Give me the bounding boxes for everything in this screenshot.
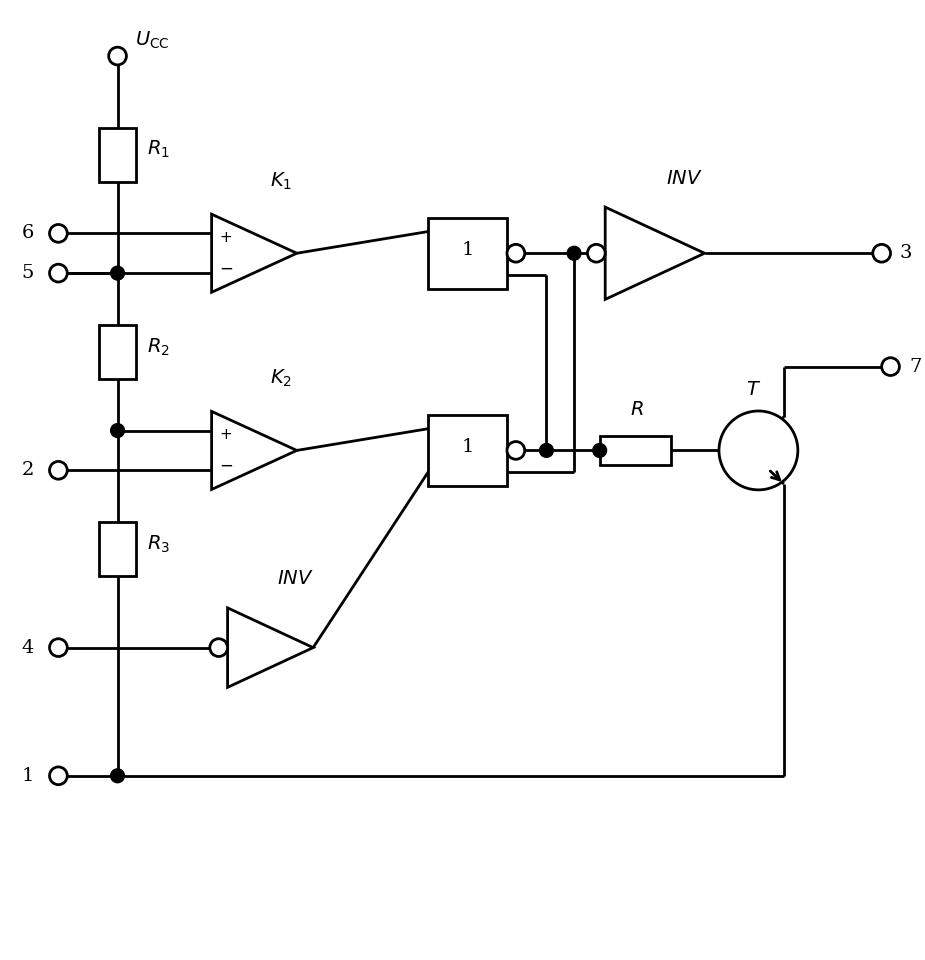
Circle shape <box>567 247 581 260</box>
Circle shape <box>719 411 798 490</box>
FancyBboxPatch shape <box>99 128 136 181</box>
Circle shape <box>50 638 68 657</box>
Text: $R_2$: $R_2$ <box>147 336 170 357</box>
Text: $INV$: $INV$ <box>277 570 314 588</box>
Circle shape <box>111 769 125 782</box>
Text: 5: 5 <box>21 264 33 282</box>
Circle shape <box>507 245 524 262</box>
Text: +: + <box>219 230 232 245</box>
FancyBboxPatch shape <box>428 415 507 486</box>
FancyBboxPatch shape <box>99 522 136 576</box>
Circle shape <box>111 423 125 438</box>
Text: $U_{\mathrm{CC}}$: $U_{\mathrm{CC}}$ <box>135 30 170 51</box>
Polygon shape <box>605 207 705 300</box>
Text: 1: 1 <box>462 241 474 259</box>
Text: +: + <box>219 427 232 443</box>
FancyBboxPatch shape <box>99 324 136 379</box>
Polygon shape <box>212 214 297 292</box>
Text: 3: 3 <box>899 244 912 262</box>
FancyBboxPatch shape <box>599 436 671 466</box>
FancyBboxPatch shape <box>428 218 507 289</box>
Circle shape <box>50 225 68 242</box>
Circle shape <box>593 444 607 457</box>
Text: 1: 1 <box>462 439 474 456</box>
Circle shape <box>210 638 228 657</box>
Text: $K_2$: $K_2$ <box>270 368 292 390</box>
Circle shape <box>873 245 891 262</box>
Circle shape <box>882 358 899 375</box>
Text: $INV$: $INV$ <box>666 170 703 188</box>
Text: $T$: $T$ <box>746 381 761 399</box>
Circle shape <box>507 442 524 459</box>
Text: $K_1$: $K_1$ <box>270 171 292 192</box>
Text: $R$: $R$ <box>630 401 644 419</box>
Polygon shape <box>228 608 314 687</box>
Circle shape <box>587 245 605 262</box>
Text: −: − <box>219 260 233 277</box>
Text: 2: 2 <box>21 462 33 479</box>
Circle shape <box>539 444 553 457</box>
Circle shape <box>50 264 68 282</box>
Text: $R_1$: $R_1$ <box>147 139 170 160</box>
Text: 7: 7 <box>909 358 921 375</box>
Text: −: − <box>219 457 233 475</box>
Text: 1: 1 <box>21 767 33 784</box>
Circle shape <box>111 266 125 280</box>
Circle shape <box>108 47 127 65</box>
Text: 4: 4 <box>21 638 33 657</box>
Polygon shape <box>212 412 297 490</box>
Text: 6: 6 <box>21 225 33 242</box>
Circle shape <box>50 462 68 479</box>
Text: $R_3$: $R_3$ <box>147 534 170 555</box>
Circle shape <box>50 767 68 784</box>
